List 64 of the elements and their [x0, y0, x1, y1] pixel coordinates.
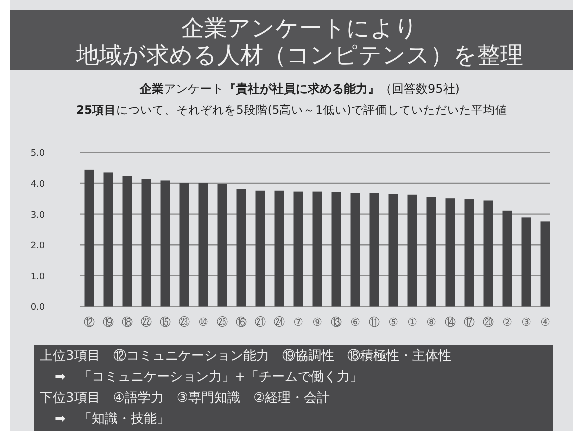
bar [502, 210, 512, 307]
y-tick-label: 4.0 [30, 180, 46, 190]
x-tick-label: ⑯ [236, 316, 247, 329]
y-tick-label: 3.0 [30, 210, 46, 221]
chart-title: 企業アンケートにより [182, 16, 418, 42]
bar [370, 193, 380, 307]
x-tick-label: ⑳ [483, 316, 494, 329]
bar [540, 222, 550, 307]
bar [312, 192, 322, 307]
bar [388, 194, 398, 307]
text: ➡ 「知識・技能」 [55, 412, 170, 427]
text: 25項目について、それぞれを5段階(5高い～1低い)で評価していただいた平均値 [76, 103, 508, 117]
x-tick-label: ④ [540, 316, 551, 329]
bar [84, 170, 94, 307]
y-tick-label: 1.0 [30, 272, 46, 282]
bar [180, 184, 190, 307]
bar [274, 190, 284, 307]
bar [484, 200, 494, 307]
text: 企業アンケート『貴社が社員に求める能力』（回答数95社) [139, 82, 460, 96]
x-tick-label: ⑮ [160, 316, 171, 329]
bar [464, 200, 474, 307]
bar [236, 189, 246, 307]
bar [332, 192, 342, 307]
x-tick-label: ⑩ [198, 316, 209, 329]
x-tick-label: ㉒ [141, 316, 152, 329]
x-tick-label: ⑫ [84, 316, 95, 329]
text: 上位3項目 ⑫コミュニケーション能力 ⑲協調性 ⑱積極性・主体性 [40, 348, 452, 364]
bar [446, 198, 456, 307]
x-tick-label: ㉕ [217, 316, 228, 329]
bar [426, 197, 436, 307]
text: 下位3項目 ④語学力 ③専門知識 ②経理・会計 [40, 391, 330, 406]
bar [522, 218, 532, 307]
bar [350, 193, 360, 307]
x-tick-label: ③ [522, 316, 532, 329]
y-tick-label: 0.0 [30, 303, 46, 314]
x-tick-label: ㉑ [255, 316, 266, 329]
bar [294, 192, 304, 307]
x-tick-label: ㉔ [274, 316, 285, 329]
x-tick-label: ⑱ [122, 316, 133, 329]
bar [256, 190, 266, 307]
bar [408, 194, 418, 307]
x-tick-label: ⑤ [388, 316, 399, 329]
x-tick-label: ② [502, 316, 513, 329]
x-tick-label: ① [408, 316, 418, 329]
x-tick-label: ⑦ [294, 316, 304, 329]
bar [218, 184, 228, 307]
text: ➡ 「コミュニケーション力」+「チームで働く力」 [55, 370, 363, 385]
x-tick-label: ⑲ [103, 316, 114, 329]
bar [122, 176, 132, 307]
x-tick-label: ⑬ [331, 316, 342, 329]
chart-subtitle: 地域が求める人材（コンピテンス）を整理 [76, 43, 524, 69]
bar [198, 184, 208, 307]
x-tick-label: ⑭ [445, 316, 456, 329]
x-tick-label: ⑥ [350, 316, 361, 329]
bar [142, 179, 152, 307]
x-tick-label: ⑧ [426, 316, 437, 329]
x-tick-label: ㉓ [179, 316, 190, 329]
bar [160, 180, 170, 307]
x-tick-label: ⑨ [312, 316, 323, 329]
y-tick-label: 2.0 [30, 242, 46, 252]
bar [104, 172, 114, 307]
y-tick-label: 5.0 [30, 149, 46, 160]
x-tick-label: ⑰ [464, 316, 475, 329]
x-tick-label: ⑪ [369, 316, 380, 329]
